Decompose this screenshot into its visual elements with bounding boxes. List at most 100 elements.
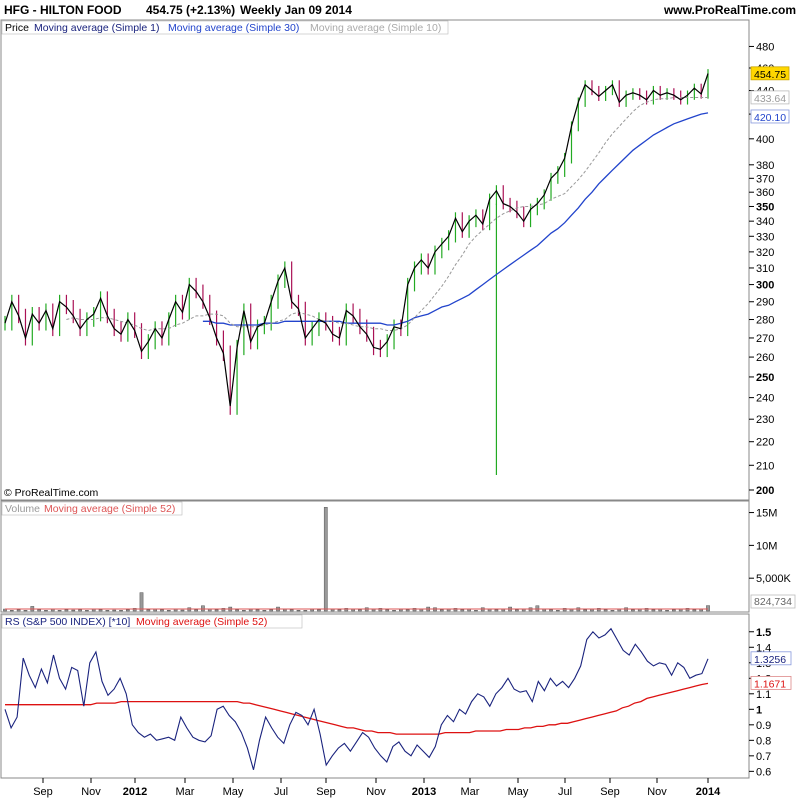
chart-header-site: www.ProRealTime.com bbox=[663, 3, 796, 17]
price-legend: Price Moving average (Simple 1) Moving a… bbox=[1, 20, 449, 35]
volume-bar bbox=[139, 592, 144, 612]
volume-bar bbox=[344, 608, 349, 612]
volume-last-box bbox=[750, 594, 796, 609]
volume-bar bbox=[706, 605, 710, 612]
price-y-tick-label: 340 bbox=[756, 216, 774, 228]
legend-volume: Volume bbox=[5, 503, 40, 515]
rs-y-tick-label: 0.8 bbox=[756, 735, 771, 747]
x-tick-label: Sep bbox=[600, 786, 620, 798]
rs-panel bbox=[0, 613, 750, 779]
x-tick-label: Nov bbox=[366, 786, 386, 798]
legend-ma10: Moving average (Simple 10) bbox=[310, 22, 441, 34]
legend-rs: RS (S&P 500 INDEX) [*10] bbox=[5, 616, 130, 628]
ma30-last-label: 420.10 bbox=[754, 112, 786, 124]
volume-bar bbox=[98, 609, 103, 612]
volume-bar bbox=[242, 610, 246, 612]
rs-last-label-box bbox=[750, 651, 792, 666]
volume-bar bbox=[119, 610, 123, 612]
price-y-tick-label: 230 bbox=[756, 414, 774, 426]
volume-bar bbox=[535, 605, 540, 612]
volume-bar bbox=[453, 608, 458, 612]
price-y-tick-label: 300 bbox=[756, 280, 774, 292]
price-y-tick-label: 210 bbox=[756, 460, 774, 472]
volume-bar bbox=[385, 609, 390, 612]
price-y-tick-label: 360 bbox=[756, 187, 774, 199]
watermark: © ProRealTime.com bbox=[4, 487, 99, 499]
volume-bar bbox=[672, 609, 676, 612]
price-y-tick-label: 350 bbox=[756, 201, 774, 213]
price-y-tick-label: 220 bbox=[756, 437, 774, 449]
rs-y-tick-label: 1.5 bbox=[756, 627, 771, 639]
legend-ma30: Moving average (Simple 30) bbox=[168, 22, 299, 34]
x-tick-label: May bbox=[223, 786, 244, 798]
volume-bar bbox=[146, 609, 151, 612]
price-y-tick-label: 270 bbox=[756, 333, 774, 345]
legend-rs-ma: Moving average (Simple 52) bbox=[136, 616, 267, 628]
volume-bar bbox=[37, 609, 41, 612]
volume-bar bbox=[166, 610, 171, 612]
volume-bar bbox=[235, 609, 239, 612]
volume-bar bbox=[64, 609, 69, 612]
volume-bar bbox=[194, 609, 198, 612]
price-y-tick-label: 480 bbox=[756, 41, 774, 53]
volume-bar bbox=[262, 610, 267, 612]
volume-bar bbox=[126, 609, 130, 612]
price-y-tick-label: 260 bbox=[756, 352, 774, 364]
volume-bar bbox=[180, 609, 185, 612]
x-tick-label: Nov bbox=[647, 786, 667, 798]
rs-y-tick-label: 1 bbox=[756, 704, 762, 716]
last-price-label: 454.75 bbox=[754, 69, 786, 81]
volume-bar bbox=[583, 609, 587, 612]
volume-bar bbox=[644, 608, 649, 612]
volume-bar bbox=[631, 609, 635, 612]
legend-price: Price bbox=[5, 22, 29, 34]
volume-bar bbox=[610, 610, 615, 612]
volume-bar bbox=[44, 610, 48, 612]
price-y-tick-label: 320 bbox=[756, 247, 774, 259]
price-y-tick-label: 240 bbox=[756, 393, 774, 405]
rs-legend: RS (S&P 500 INDEX) [*10] Moving average … bbox=[1, 614, 303, 629]
x-tick-label: Sep bbox=[316, 786, 336, 798]
volume-bar bbox=[555, 610, 560, 612]
x-tick-label: Mar bbox=[461, 786, 480, 798]
rs-ma-line bbox=[5, 682, 709, 735]
price-y-tick-label: 200 bbox=[756, 485, 774, 497]
volume-legend: Volume Moving average (Simple 52) bbox=[1, 501, 183, 516]
ma10-line bbox=[66, 97, 708, 332]
volume-bar bbox=[160, 609, 164, 612]
volume-bar bbox=[685, 608, 690, 612]
volume-y-tick-label: 15M bbox=[756, 508, 777, 520]
x-tick-label: Jul bbox=[558, 786, 572, 798]
volume-bar bbox=[255, 609, 260, 612]
chart-header-symbol: HFG - HILTON FOOD bbox=[4, 3, 122, 17]
legend-ma1: Moving average (Simple 1) bbox=[34, 22, 159, 34]
price-y-tick-label: 380 bbox=[756, 160, 774, 172]
volume-bar bbox=[378, 608, 383, 612]
x-tick-label: Nov bbox=[81, 786, 101, 798]
rs-y-tick-label: 1.4 bbox=[756, 642, 771, 654]
ma30-line bbox=[202, 112, 709, 326]
volume-bar bbox=[71, 609, 76, 612]
price-y-tick-label: 250 bbox=[756, 372, 774, 384]
price-y-tick-label: 370 bbox=[756, 173, 774, 185]
legend-volume-ma: Moving average (Simple 52) bbox=[44, 503, 175, 515]
volume-bar bbox=[358, 609, 362, 612]
volume-bar bbox=[105, 610, 110, 612]
volume-bar bbox=[692, 609, 697, 612]
volume-bar bbox=[323, 507, 328, 612]
rs-y-tick-label: 0.9 bbox=[756, 720, 771, 732]
volume-bar bbox=[78, 609, 82, 612]
volume-bar bbox=[439, 609, 444, 612]
volume-bar bbox=[460, 609, 465, 612]
price-y-tick-label: 310 bbox=[756, 263, 774, 275]
rs-y-tick-label: 1.1 bbox=[756, 689, 771, 701]
last-price-label-box bbox=[750, 66, 790, 81]
volume-bar bbox=[201, 605, 205, 612]
volume-bar bbox=[337, 609, 342, 612]
volume-bar bbox=[23, 610, 28, 612]
volume-bar bbox=[289, 609, 294, 612]
volume-bar bbox=[269, 609, 274, 612]
volume-bar bbox=[85, 610, 89, 612]
rs-y-tick-label: 0.7 bbox=[756, 751, 771, 763]
volume-bar bbox=[214, 609, 219, 612]
